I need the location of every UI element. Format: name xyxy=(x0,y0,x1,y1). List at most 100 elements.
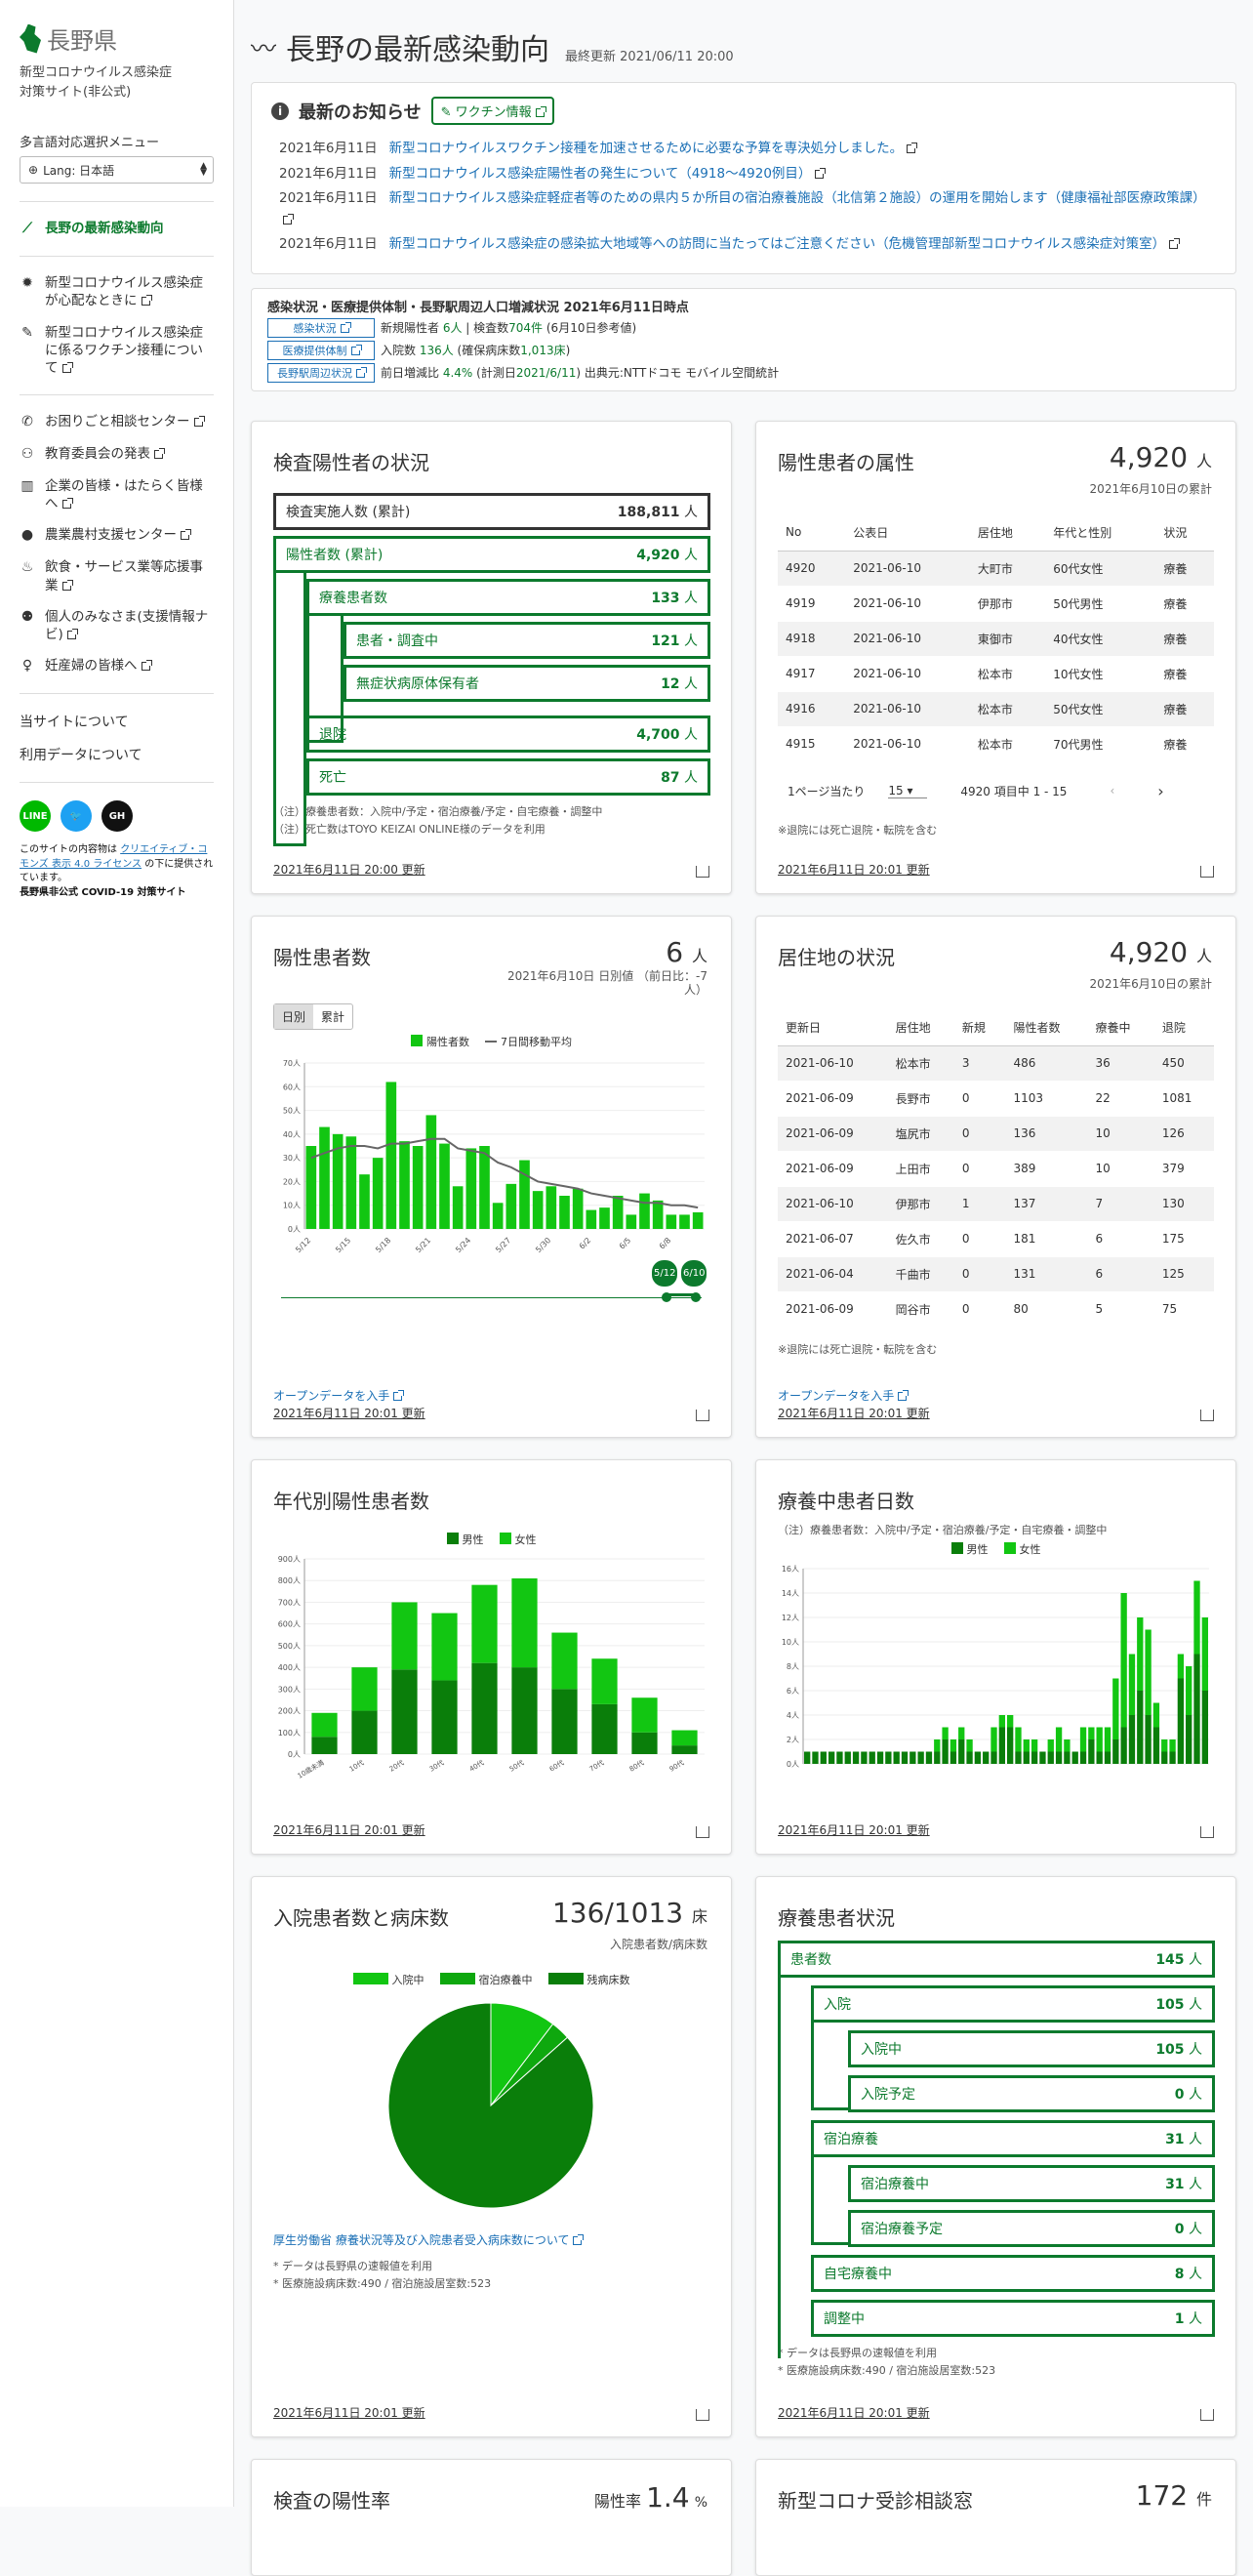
news-link[interactable]: 新型コロナウイルスワクチン接種を加速させるために必要な予算を専決処分しました。 xyxy=(388,141,904,156)
per-page-select[interactable]: 15 ▾ xyxy=(888,784,928,798)
y-tick-label: 50人 xyxy=(283,1107,301,1116)
share-icon[interactable] xyxy=(1200,1409,1214,1421)
share-icon[interactable] xyxy=(1200,1825,1214,1838)
license-link[interactable]: クリエイティブ・コモンズ 表示 4.0 ライセンス xyxy=(20,844,208,870)
column-header[interactable]: 退院 xyxy=(1153,1008,1214,1046)
legend-male[interactable]: 男性 xyxy=(950,1541,989,1557)
column-header[interactable]: 居住地 xyxy=(969,513,1046,552)
updated-link[interactable]: 2021年6月11日 20:00 更新 xyxy=(273,862,425,877)
updated-link[interactable]: 2021年6月11日 20:01 更新 xyxy=(778,2405,930,2420)
column-header[interactable]: 状況 xyxy=(1155,513,1214,552)
slider-handle-end[interactable] xyxy=(691,1291,701,1302)
prev-page-icon[interactable]: ‹ xyxy=(1110,784,1115,798)
news-link[interactable]: 新型コロナウイルス感染症陽性者の発生について（4918～4920例目） xyxy=(388,165,812,182)
nav-education[interactable]: ⚇ 教育委員会の発表 xyxy=(20,445,214,464)
column-header[interactable]: 居住地 xyxy=(887,1008,954,1046)
bar-female xyxy=(958,1727,965,1739)
bar-male xyxy=(909,1751,916,1764)
share-icon[interactable] xyxy=(696,2408,709,2421)
bar-male xyxy=(671,1745,698,1754)
opendata-link[interactable]: オープンデータを入手 xyxy=(273,1387,405,1404)
daily-cumulative-toggle[interactable]: 日別 累計 xyxy=(273,1002,354,1030)
nav-consult-center[interactable]: ✆ お困りごと相談センター xyxy=(20,413,214,431)
column-header[interactable]: 年代と性別 xyxy=(1045,513,1156,552)
legend-remaining[interactable]: 残病床数 xyxy=(547,1972,630,1987)
tested-flow: 検査実施人数 (累計) 188,811 人 陽性者数 (累計) 4,920 人 療養… xyxy=(273,492,710,846)
column-header[interactable]: No xyxy=(778,513,846,552)
positive-chart: 0人 10人 20人 30人 40人 50人 60人 70人 5/12 5/15 5/18 5/21 5… xyxy=(283,1059,705,1254)
news-box: i 最新のお知らせ ✎ ワクチン情報 2021年6月11日 新型コロナウイルスワク… xyxy=(251,82,1236,274)
legend-average[interactable]: 7日間移動平均 xyxy=(485,1034,572,1049)
x-tick-label: 5/24 xyxy=(454,1236,472,1254)
y-tick-label: 100人 xyxy=(278,1729,301,1738)
next-page-icon[interactable]: › xyxy=(1157,781,1164,800)
bar-male xyxy=(1031,1751,1038,1764)
y-tick-label: 900人 xyxy=(278,1555,301,1564)
x-tick-label: 40代 xyxy=(467,1758,485,1774)
nav-agriculture[interactable]: ● 農業農村支援センター xyxy=(20,526,214,545)
column-header[interactable]: 療養中 xyxy=(1087,1008,1154,1046)
mhlw-link[interactable]: 厚生労働省 療養状況等及び入院患者受入病床数について xyxy=(273,2231,709,2248)
legend-male[interactable]: 男性 xyxy=(446,1532,484,1547)
share-icon[interactable] xyxy=(696,1825,709,1838)
legend-hotel[interactable]: 宿泊療養中 xyxy=(439,1972,533,1987)
infection-tag[interactable]: 感染状況 xyxy=(267,317,375,338)
sidebar: 長野県 新型コロナウイルス感染症 対策サイト(非公式) 多言語対応選択メニュー … xyxy=(0,0,234,2507)
share-icon[interactable] xyxy=(696,865,709,878)
line-icon[interactable]: LINE xyxy=(20,800,51,833)
updated-link[interactable]: 2021年6月11日 20:01 更新 xyxy=(778,1822,930,1837)
pie-slice xyxy=(387,2002,594,2209)
external-link-icon xyxy=(154,448,165,460)
nav-food-service[interactable]: ♨ 飲食・サービス業等応援事業 xyxy=(20,558,214,593)
medical-tag[interactable]: 医療提供体制 xyxy=(267,340,375,360)
nav-vaccine[interactable]: ✎ 新型コロナウイルス感染症に係るワクチン接種について xyxy=(20,324,214,378)
y-tick-label: 10人 xyxy=(782,1638,799,1647)
card-grid: 検査陽性者の状況 検査実施人数 (累計) 188,811 人 陽性者数 (累計) 4… xyxy=(251,420,1236,2576)
legend-positive[interactable]: 陽性者数 xyxy=(411,1034,469,1049)
nav-data-usage[interactable]: 利用データについて xyxy=(20,748,142,764)
residence-count: 4,920 人 xyxy=(1109,935,1212,968)
nav-business[interactable]: ▥ 企業の皆様・はたらく皆様へ xyxy=(20,477,214,512)
nav-about[interactable]: 当サイトについて xyxy=(20,715,129,731)
updated-link[interactable]: 2021年6月11日 20:01 更新 xyxy=(778,1406,930,1420)
share-icon[interactable] xyxy=(1200,2408,1214,2421)
nav-label: 教育委員会の発表 xyxy=(45,445,165,463)
twitter-icon[interactable]: 🐦 xyxy=(61,800,92,833)
slider-handle-start[interactable] xyxy=(662,1291,671,1302)
legend-hospitalized[interactable]: 入院中 xyxy=(352,1972,424,1987)
share-icon[interactable] xyxy=(696,1409,709,1421)
nav-pregnant[interactable]: ♀ 妊産婦の皆様へ xyxy=(20,657,214,675)
updated-link[interactable]: 2021年6月11日 20:01 更新 xyxy=(273,1822,425,1837)
bar-male xyxy=(812,1751,819,1764)
share-icon[interactable] xyxy=(1200,865,1214,878)
bar-male xyxy=(1071,1751,1078,1764)
card-title: 療養中患者日数 xyxy=(778,1489,914,1513)
news-link[interactable]: 新型コロナウイルス感染症の感染拡大地域等への訪問に当たってはご注意ください（危機… xyxy=(388,236,1166,253)
legend-female[interactable]: 女性 xyxy=(1003,1541,1041,1557)
github-icon[interactable]: GH xyxy=(101,800,133,833)
nav-latest-trends[interactable]: ⟋ 長野の最新感染動向 xyxy=(20,220,214,238)
updated-link[interactable]: 2021年6月11日 20:01 更新 xyxy=(778,862,930,877)
vaccine-info-button[interactable]: ✎ ワクチン情報 xyxy=(430,97,554,125)
external-link-icon xyxy=(907,143,918,153)
updated-link[interactable]: 2021年6月11日 20:01 更新 xyxy=(273,1406,425,1420)
site-logo[interactable]: 長野県 xyxy=(20,21,214,56)
column-header[interactable]: 陽性者数 xyxy=(1005,1008,1088,1046)
news-link[interactable]: 新型コロナウイルス感染症軽症者等のための県内５か所目の宿泊療養施設（北信第２施設… xyxy=(388,190,1206,207)
updated-link[interactable]: 2021年6月11日 20:01 更新 xyxy=(273,2405,425,2420)
nav-individuals[interactable]: ⚉ 個人のみなさま(支援情報ナビ) xyxy=(20,608,214,643)
under-treatment-box: 療養患者数 133 人 xyxy=(306,578,710,616)
tab-cumulative[interactable]: 累計 xyxy=(321,1009,345,1024)
station-tag[interactable]: 長野駅周辺状況 xyxy=(267,362,375,383)
column-header[interactable]: 公表日 xyxy=(845,513,970,552)
nav-worried[interactable]: ✹ 新型コロナウイルス感染症が心配なときに xyxy=(20,274,214,309)
column-header[interactable]: 新規 xyxy=(953,1008,1006,1046)
tab-daily[interactable]: 日別 xyxy=(274,1003,314,1029)
bar xyxy=(372,1158,384,1229)
x-tick-label: 20代 xyxy=(387,1758,405,1774)
language-select[interactable]: ⊕ Lang: 日本語 ▲ ▼ xyxy=(20,156,214,184)
opendata-link[interactable]: オープンデータを入手 xyxy=(778,1387,909,1404)
date-range-slider[interactable]: 5/12 6/10 xyxy=(273,1259,709,1315)
legend-female[interactable]: 女性 xyxy=(499,1532,537,1547)
column-header[interactable]: 更新日 xyxy=(778,1008,888,1046)
